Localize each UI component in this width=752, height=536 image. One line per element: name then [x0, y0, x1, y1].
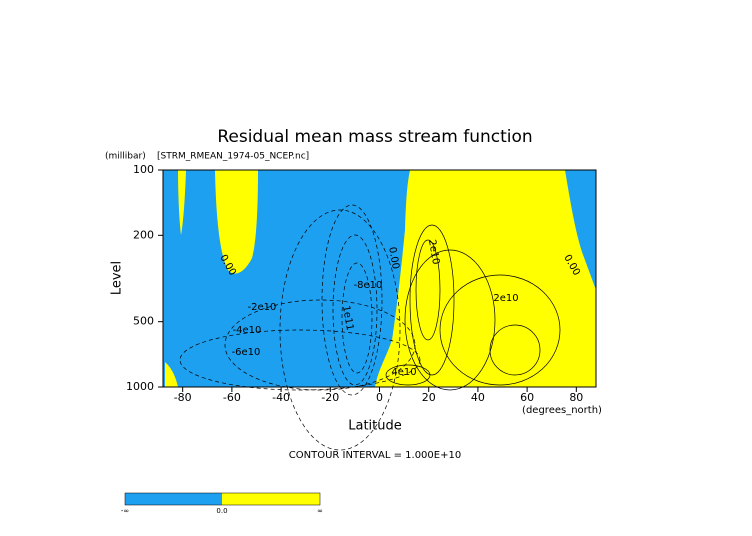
x-tick-label: 80	[569, 391, 583, 404]
x-tick-label: 40	[471, 391, 485, 404]
contour-label: 2e10	[426, 239, 441, 266]
y-units: (millibar)	[105, 152, 146, 162]
negative-contour	[179, 329, 421, 391]
x-units: (degrees_north)	[522, 405, 602, 416]
contour-label: -4e10	[233, 325, 262, 336]
positive-contour	[409, 224, 455, 376]
negative-contour	[321, 204, 383, 396]
x-axis-label: Latitude	[348, 419, 402, 434]
negative-contour	[224, 299, 416, 391]
y-tick-label: 1000	[126, 380, 154, 393]
negative-contour	[332, 234, 378, 386]
y-axis-label: Level	[110, 261, 125, 295]
contour-label: -6e10	[232, 347, 261, 358]
contour-interval: CONTOUR INTERVAL = 1.000E+10	[289, 450, 461, 461]
contour-label: 0.00	[386, 246, 401, 270]
contour-label: 1e11	[340, 305, 355, 332]
colorbar-label: 0.0	[216, 507, 227, 515]
colorbar-frame	[124, 492, 321, 506]
contour-label: -2e10	[248, 302, 277, 313]
positive-region	[165, 362, 178, 387]
chart-title: Residual mean mass stream function	[217, 127, 532, 147]
x-tick-label: 0	[376, 391, 383, 404]
y-tick-label: 100	[133, 163, 154, 176]
y-tick-label: 500	[133, 315, 154, 328]
x-tick-label: 20	[422, 391, 436, 404]
negative-contour	[279, 209, 401, 451]
positive-contour	[385, 364, 431, 386]
positive-contour	[415, 239, 441, 341]
colorbar-label: ∞	[317, 507, 323, 515]
dataset: [STRM_RMEAN_1974-05_NCEP.nc]	[157, 152, 309, 162]
x-tick-label: -40	[272, 391, 290, 404]
contour-label: 2e10	[493, 293, 518, 304]
contour-label: 4e10	[391, 367, 416, 378]
positive-region	[178, 170, 186, 235]
x-tick-label: -60	[223, 391, 241, 404]
contour-label: -8e10	[354, 280, 383, 291]
colorbar-negative	[125, 493, 222, 505]
x-tick-label: -20	[321, 391, 339, 404]
positive-contour	[404, 249, 496, 391]
positive-region	[215, 170, 258, 274]
x-tick-label: -80	[174, 391, 192, 404]
colorbar-positive	[222, 493, 320, 505]
positive-contour	[489, 324, 541, 376]
colorbar-label: -∞	[121, 507, 129, 515]
x-tick-label: 60	[520, 391, 534, 404]
positive-contour	[439, 274, 561, 386]
positive-region	[375, 170, 596, 387]
y-tick-label: 200	[133, 228, 154, 241]
negative-contour	[341, 262, 373, 374]
